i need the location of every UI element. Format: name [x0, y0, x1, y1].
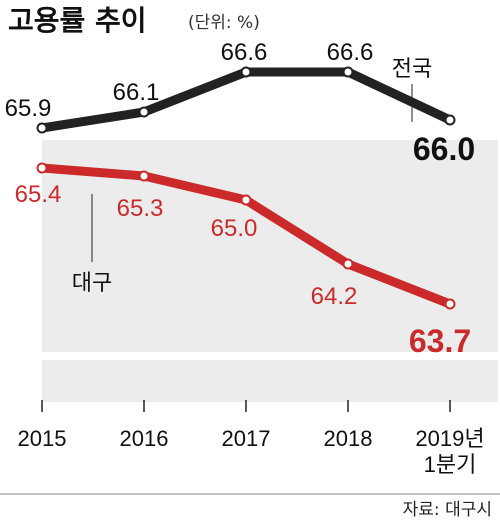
data-point — [342, 258, 354, 270]
x-tick-label: 2015 — [18, 426, 67, 451]
data-point — [444, 298, 456, 310]
data-label: 66.6 — [221, 39, 268, 66]
data-point — [444, 114, 456, 126]
chart-title: 고용률 추이 — [8, 4, 147, 37]
data-label: 66.1 — [113, 79, 160, 106]
data-label: 64.2 — [311, 283, 358, 310]
x-tick-label: 2017 — [222, 426, 271, 451]
data-label: 65.0 — [211, 215, 258, 242]
data-point — [36, 122, 48, 134]
data-label: 65.3 — [117, 195, 164, 222]
series-label-daegu: 대구 — [72, 271, 112, 296]
data-label: 65.4 — [15, 181, 62, 208]
source-note: 자료: 대구시 — [403, 500, 492, 520]
data-label: 66.0 — [413, 131, 475, 167]
series-line-national — [37, 67, 455, 133]
x-tick-label: 2016 — [120, 426, 169, 451]
x-tick-label: 2019년 — [415, 426, 484, 451]
series-label-national: 전국 — [392, 57, 432, 82]
data-point — [240, 194, 252, 206]
x-tick-label: 2018 — [324, 426, 373, 451]
data-point — [138, 170, 150, 182]
plot-panel-lower — [42, 360, 498, 402]
x-tick-label: 1분기 — [424, 452, 477, 477]
data-label: 66.6 — [327, 39, 374, 66]
data-point — [36, 162, 48, 174]
data-label: 63.7 — [409, 323, 471, 359]
data-label: 65.9 — [5, 95, 52, 122]
data-point — [240, 66, 252, 78]
data-point — [138, 106, 150, 118]
data-point — [342, 66, 354, 78]
chart-unit: (단위: %) — [188, 13, 260, 33]
